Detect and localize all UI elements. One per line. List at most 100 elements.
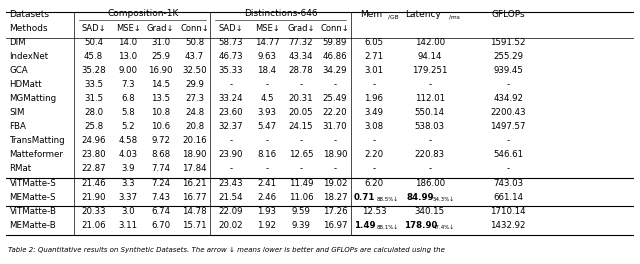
- Text: 10.8: 10.8: [151, 108, 170, 117]
- Text: 23.60: 23.60: [219, 108, 243, 117]
- Text: 32.37: 32.37: [219, 122, 243, 131]
- Text: 8.68: 8.68: [151, 150, 170, 159]
- Text: 21.06: 21.06: [81, 221, 106, 230]
- Text: 20.31: 20.31: [289, 94, 313, 103]
- Text: 35.28: 35.28: [81, 66, 106, 75]
- Text: 14.77: 14.77: [255, 38, 279, 47]
- Text: 1.92: 1.92: [257, 221, 276, 230]
- Text: Datasets: Datasets: [10, 10, 49, 18]
- Text: RMat: RMat: [10, 164, 31, 173]
- Text: MGMatting: MGMatting: [10, 94, 57, 103]
- Text: 12.53: 12.53: [362, 207, 387, 216]
- Text: 3.93: 3.93: [257, 108, 276, 117]
- Text: 1710.14: 1710.14: [490, 207, 526, 216]
- Text: 2.41: 2.41: [257, 178, 276, 187]
- Text: -: -: [507, 80, 509, 89]
- Text: -: -: [300, 164, 303, 173]
- Text: 34.29: 34.29: [323, 66, 348, 75]
- Text: -: -: [372, 136, 376, 145]
- Text: GFLOPs: GFLOPs: [492, 10, 525, 18]
- Text: 0.71: 0.71: [354, 192, 375, 201]
- Text: 31.0: 31.0: [151, 38, 170, 47]
- Text: 11.49: 11.49: [289, 178, 313, 187]
- Text: 31.70: 31.70: [323, 122, 348, 131]
- Text: 46.73: 46.73: [219, 52, 243, 61]
- Text: 340.15: 340.15: [415, 207, 445, 216]
- Text: 255.29: 255.29: [493, 52, 523, 61]
- Text: 28.0: 28.0: [84, 108, 103, 117]
- Text: SAD↓: SAD↓: [219, 23, 243, 32]
- Text: 35.33: 35.33: [219, 66, 243, 75]
- Text: MSE↓: MSE↓: [116, 23, 140, 32]
- Text: 25.49: 25.49: [323, 94, 348, 103]
- Text: 9.63: 9.63: [257, 52, 276, 61]
- Text: 15.71: 15.71: [182, 221, 207, 230]
- Text: Grad↓: Grad↓: [147, 23, 175, 32]
- Text: Conn↓: Conn↓: [321, 23, 349, 32]
- Text: 58.73: 58.73: [219, 38, 243, 47]
- Text: 8.16: 8.16: [257, 150, 276, 159]
- Text: 5.8: 5.8: [121, 108, 135, 117]
- Text: 88.1%↓: 88.1%↓: [377, 225, 399, 230]
- Text: 1591.52: 1591.52: [490, 38, 526, 47]
- Text: -: -: [333, 136, 337, 145]
- Text: 16.77: 16.77: [182, 192, 207, 201]
- Text: 27.3: 27.3: [185, 94, 204, 103]
- Text: 112.01: 112.01: [415, 94, 445, 103]
- Text: -: -: [266, 164, 269, 173]
- Text: MEMatte-S: MEMatte-S: [10, 192, 56, 201]
- Text: 20.33: 20.33: [81, 207, 106, 216]
- Text: 18.27: 18.27: [323, 192, 348, 201]
- Text: 14.78: 14.78: [182, 207, 207, 216]
- Text: 546.61: 546.61: [493, 150, 524, 159]
- Text: Methods: Methods: [10, 23, 48, 32]
- Text: 43.7: 43.7: [185, 52, 204, 61]
- Text: 7.3: 7.3: [121, 80, 135, 89]
- Text: 10.6: 10.6: [151, 122, 170, 131]
- Text: 9.39: 9.39: [291, 221, 310, 230]
- Text: 2200.43: 2200.43: [490, 108, 526, 117]
- Text: 179.251: 179.251: [412, 66, 447, 75]
- Text: 22.20: 22.20: [323, 108, 348, 117]
- Text: -: -: [507, 164, 509, 173]
- Text: 7.24: 7.24: [151, 178, 170, 187]
- Text: 1.93: 1.93: [257, 207, 276, 216]
- Text: 24.96: 24.96: [81, 136, 106, 145]
- Text: 21.54: 21.54: [219, 192, 243, 201]
- Text: Matteformer: Matteformer: [10, 150, 63, 159]
- Text: -: -: [229, 164, 232, 173]
- Text: -: -: [372, 164, 376, 173]
- Text: 5.2: 5.2: [121, 122, 135, 131]
- Text: 3.49: 3.49: [364, 108, 383, 117]
- Text: -: -: [333, 80, 337, 89]
- Text: 45.8: 45.8: [84, 52, 103, 61]
- Text: 4.58: 4.58: [118, 136, 138, 145]
- Text: 2.46: 2.46: [257, 192, 276, 201]
- Text: 550.14: 550.14: [415, 108, 445, 117]
- Text: 939.45: 939.45: [493, 66, 523, 75]
- Text: -: -: [266, 80, 269, 89]
- Text: -: -: [507, 136, 509, 145]
- Text: Conn↓: Conn↓: [180, 23, 209, 32]
- Text: 31.5: 31.5: [84, 94, 103, 103]
- Text: -: -: [266, 136, 269, 145]
- Text: 3.01: 3.01: [364, 66, 383, 75]
- Text: 142.00: 142.00: [415, 38, 445, 47]
- Text: 9.00: 9.00: [118, 66, 138, 75]
- Text: Composition-1K: Composition-1K: [107, 9, 179, 18]
- Text: 20.02: 20.02: [219, 221, 243, 230]
- Text: 19.02: 19.02: [323, 178, 348, 187]
- Text: -: -: [333, 164, 337, 173]
- Text: HDMatt: HDMatt: [10, 80, 42, 89]
- Text: 661.14: 661.14: [493, 192, 524, 201]
- Text: -: -: [428, 136, 431, 145]
- Text: 6.05: 6.05: [364, 38, 383, 47]
- Text: 13.5: 13.5: [151, 94, 170, 103]
- Text: 33.24: 33.24: [219, 94, 243, 103]
- Text: 3.0: 3.0: [121, 207, 135, 216]
- Text: 24.15: 24.15: [289, 122, 313, 131]
- Text: 13.0: 13.0: [118, 52, 138, 61]
- Text: Distinctions-646: Distinctions-646: [244, 9, 318, 18]
- Text: 1432.92: 1432.92: [490, 221, 526, 230]
- Text: Grad↓: Grad↓: [287, 23, 315, 32]
